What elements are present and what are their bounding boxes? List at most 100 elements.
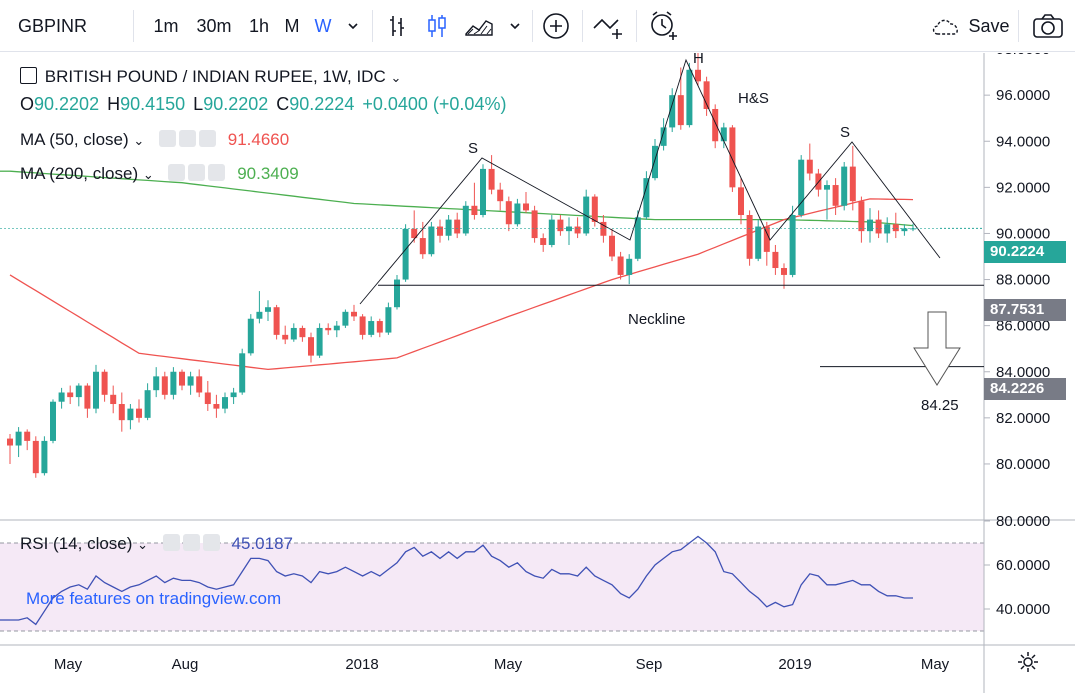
close-value: 90.2224: [289, 94, 355, 114]
candle: [342, 309, 349, 328]
candle: [884, 217, 891, 243]
ma200-legend[interactable]: MA (200, close) ⌄ 90.3409: [20, 164, 299, 184]
price-tick-label: 84.0000: [996, 364, 1050, 381]
eye-icon[interactable]: [159, 130, 177, 147]
candle: [892, 212, 899, 239]
price-tick-label: 98.0000: [996, 53, 1050, 58]
eye-icon[interactable]: [162, 534, 180, 551]
interval-week-button[interactable]: W: [314, 15, 332, 36]
candle-body: [196, 376, 203, 393]
candles-button[interactable]: [422, 0, 452, 52]
chevron-down-icon[interactable]: ⌄: [137, 537, 149, 552]
candle-body: [755, 226, 762, 259]
close-icon[interactable]: [202, 534, 220, 551]
chart-settings-button[interactable]: [1016, 650, 1040, 674]
candle: [634, 210, 641, 262]
save-button[interactable]: Save: [926, 0, 1014, 52]
chevron-down-icon: [348, 23, 358, 30]
eye-icon[interactable]: [168, 164, 186, 181]
time-tick-label: May: [54, 656, 83, 673]
candle-body: [230, 392, 237, 398]
candle-body: [273, 307, 280, 335]
gear-icon[interactable]: [182, 534, 200, 551]
close-icon[interactable]: [199, 130, 217, 147]
collapse-icon[interactable]: [20, 67, 37, 84]
head-and-shoulders-trendline[interactable]: [359, 58, 941, 305]
candle: [265, 300, 271, 322]
intervals-dropdown[interactable]: [342, 0, 364, 52]
price-tick-label: 94.0000: [996, 133, 1050, 150]
candle-body: [591, 196, 598, 222]
close-icon[interactable]: [208, 164, 226, 181]
symbol-search-button[interactable]: GBPINR: [18, 15, 88, 36]
bar-chart-button[interactable]: [382, 0, 412, 52]
snapshot-button[interactable]: [1026, 0, 1070, 52]
candle-body: [849, 166, 856, 202]
gear-icon[interactable]: [188, 164, 206, 181]
candle: [772, 244, 779, 275]
candle-body: [729, 127, 736, 188]
candle-body: [290, 327, 297, 340]
candle-body: [712, 108, 719, 142]
candle-body: [385, 307, 392, 333]
compare-button[interactable]: [588, 0, 628, 52]
last-price-tag: 90.2224: [984, 241, 1066, 263]
candle: [566, 217, 572, 245]
interval-30m-button[interactable]: 30m: [196, 15, 232, 36]
promo-link[interactable]: More features on tradingview.com: [26, 589, 282, 608]
candle-body: [127, 408, 134, 421]
ma50-label: MA (50, close): [20, 130, 129, 149]
candle: [617, 251, 624, 280]
interval-month-button[interactable]: M: [284, 15, 300, 36]
area-chart-button[interactable]: [462, 0, 496, 52]
candle-body: [376, 321, 383, 333]
candle-body: [204, 392, 211, 405]
indicators-button[interactable]: [538, 0, 574, 52]
alert-button[interactable]: [644, 0, 684, 52]
candle-body: [781, 268, 787, 275]
interval-1h-button[interactable]: 1h: [248, 15, 270, 36]
neckline-label: Neckline: [628, 311, 686, 328]
candle-body: [523, 203, 529, 211]
chart-canvas[interactable]: 98.0000 96.0000 94.0000 92.0000 90.0000 88.00…: [0, 53, 1075, 693]
candle-body: [247, 318, 254, 354]
candle-body: [669, 95, 676, 128]
candle: [867, 208, 873, 243]
rsi-legend[interactable]: RSI (14, close) ⌄ 45.0187: [20, 534, 293, 554]
candle-body: [342, 311, 349, 326]
chart-title: BRITISH POUND / INDIAN RUPEE, 1W, IDC: [44, 67, 386, 86]
candle-body: [505, 201, 512, 225]
bar-chart-icon: [390, 16, 404, 36]
candle-body: [480, 168, 486, 216]
candle-body: [720, 127, 727, 142]
candle: [316, 323, 323, 358]
candle-body: [67, 392, 74, 398]
candle: [858, 196, 865, 243]
chevron-down-icon[interactable]: ⌄: [142, 167, 154, 182]
chevron-down-icon[interactable]: ⌄: [390, 70, 402, 85]
ma50-value: 91.4660: [227, 130, 290, 149]
candle-body: [497, 189, 504, 202]
candle-body: [910, 228, 916, 230]
candle: [333, 321, 340, 338]
rsi-value: 45.0187: [231, 534, 293, 553]
candle: [179, 369, 185, 391]
candle: [50, 399, 56, 444]
candle: [325, 323, 332, 335]
price-tick-label: 96.0000: [996, 87, 1050, 104]
candle: [832, 178, 839, 216]
down-arrow-icon[interactable]: [913, 311, 961, 386]
candle: [24, 429, 31, 451]
ohlc-row: O90.2202 H90.4150 L90.2202 C90.2224 +0.0400 …: [20, 94, 506, 115]
candle: [488, 155, 495, 195]
candle-body: [41, 440, 48, 474]
gear-icon[interactable]: [179, 130, 197, 147]
chevron-down-icon[interactable]: ⌄: [133, 133, 145, 148]
price-tick-label: 92.0000: [996, 179, 1050, 196]
interval-1m-button[interactable]: 1m: [153, 15, 179, 36]
chart-type-dropdown[interactable]: [504, 0, 526, 52]
candle: [136, 399, 142, 423]
candle-body: [514, 203, 521, 225]
ma50-legend[interactable]: MA (50, close) ⌄ 91.4660: [20, 130, 289, 150]
candle: [548, 215, 555, 248]
